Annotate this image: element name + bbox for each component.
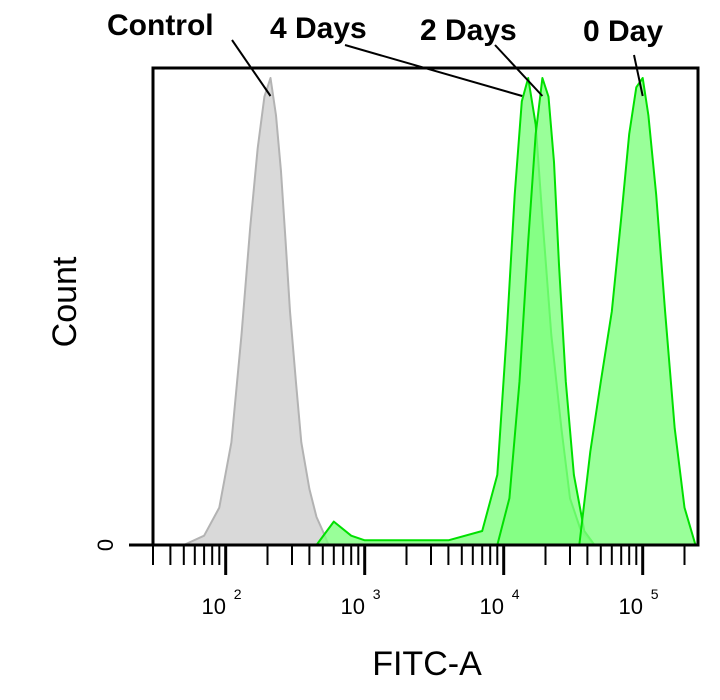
x-axis-label: FITC-A	[372, 645, 482, 683]
callout-line-0-day	[633, 54, 644, 97]
callout-line-2-days	[494, 44, 544, 97]
x-tick-label: 10	[340, 594, 364, 619]
series-area-0-day	[578, 77, 697, 546]
x-tick-exponent: 2	[234, 586, 242, 602]
series-area-control	[182, 77, 330, 546]
x-axis-ticks: 10 2 10 3 10 4 10 5	[152, 545, 686, 619]
x-tick-label: 10	[479, 594, 503, 619]
y-axis-ticks: 0	[93, 539, 153, 551]
x-tick-label: 10	[618, 594, 642, 619]
series-layer	[182, 77, 697, 546]
callout-lines	[231, 39, 644, 97]
y-tick-label: 0	[93, 539, 118, 551]
annotation-2-days: 2 Days	[420, 14, 517, 47]
y-axis-label: Count	[46, 256, 84, 347]
x-tick-exponent: 4	[512, 586, 520, 602]
annotation-0-day: 0 Day	[583, 15, 663, 48]
callout-line-4-days	[344, 44, 523, 97]
annotation-control: Control	[107, 9, 214, 42]
x-tick-exponent: 5	[651, 586, 659, 602]
x-tick-label: 10	[201, 594, 225, 619]
x-tick-exponent: 3	[373, 586, 381, 602]
callout-line-control	[231, 39, 272, 97]
annotation-4-days: 4 Days	[270, 12, 367, 45]
